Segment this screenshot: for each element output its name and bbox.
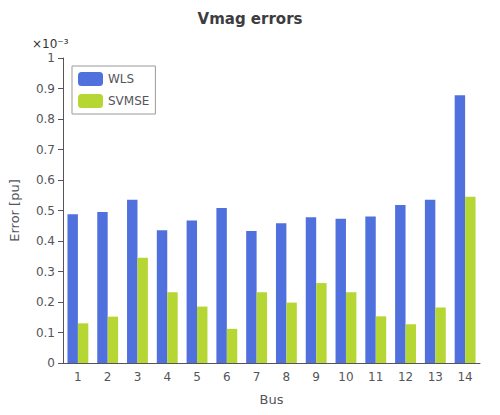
svg-text:×10⁻³: ×10⁻³ xyxy=(32,37,69,51)
svg-text:5: 5 xyxy=(193,370,201,384)
svg-text:0.4: 0.4 xyxy=(36,234,55,248)
svg-text:1: 1 xyxy=(47,51,55,65)
svg-text:SVMSE: SVMSE xyxy=(108,94,149,108)
svg-text:6: 6 xyxy=(223,370,231,384)
svg-text:0: 0 xyxy=(47,356,55,370)
svg-text:11: 11 xyxy=(368,370,383,384)
svg-text:0.5: 0.5 xyxy=(36,204,55,218)
svg-text:4: 4 xyxy=(163,370,171,384)
svg-text:10: 10 xyxy=(338,370,353,384)
svg-text:8: 8 xyxy=(283,370,291,384)
svg-text:1: 1 xyxy=(74,370,82,384)
svg-text:14: 14 xyxy=(457,370,472,384)
svg-text:12: 12 xyxy=(398,370,413,384)
svg-text:0.2: 0.2 xyxy=(36,295,55,309)
svg-text:Bus: Bus xyxy=(260,392,284,407)
svg-text:2: 2 xyxy=(104,370,112,384)
svg-text:0.9: 0.9 xyxy=(36,82,55,96)
svg-text:13: 13 xyxy=(428,370,443,384)
svg-text:Error [pu]: Error [pu] xyxy=(7,179,22,241)
svg-text:0.6: 0.6 xyxy=(36,173,55,187)
svg-text:WLS: WLS xyxy=(108,72,134,86)
svg-text:Vmag errors: Vmag errors xyxy=(198,10,303,28)
svg-text:0.3: 0.3 xyxy=(36,265,55,279)
svg-text:9: 9 xyxy=(312,370,320,384)
svg-text:0.1: 0.1 xyxy=(36,326,55,340)
svg-text:0.8: 0.8 xyxy=(36,112,55,126)
svg-text:0.7: 0.7 xyxy=(36,143,55,157)
svg-text:7: 7 xyxy=(253,370,261,384)
svg-text:3: 3 xyxy=(134,370,142,384)
